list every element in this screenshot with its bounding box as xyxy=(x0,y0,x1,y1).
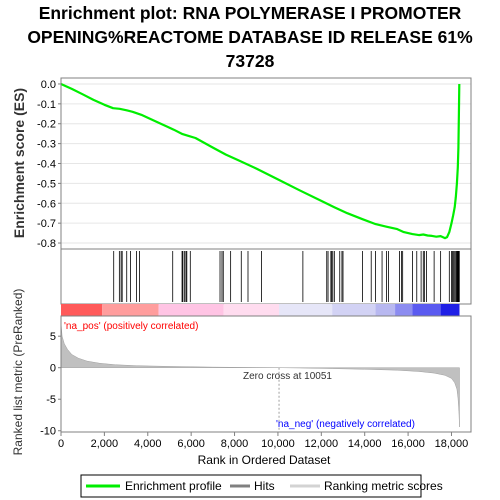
color-bar-segment xyxy=(223,304,280,316)
es-panel: 0.0 -0.1 -0.2 -0.3 -0.4 -0.5 -0.6 -0.7 -0.8 Enri… xyxy=(11,77,472,250)
legend-metric-label: Ranking metric scores xyxy=(324,479,443,493)
color-bar-segment xyxy=(440,304,460,316)
metric-plot-frame xyxy=(60,315,472,433)
es-y-tick-label: -0.4 xyxy=(37,159,56,171)
es-y-tick-label: -0.5 xyxy=(37,178,56,190)
es-gridlines xyxy=(61,83,471,244)
legend-enrichment-label: Enrichment profile xyxy=(125,479,222,493)
ranking-color-bar xyxy=(61,304,460,316)
x-axis-label: Rank in Ordered Dataset xyxy=(198,453,331,467)
es-y-tick-label: -0.8 xyxy=(37,238,56,250)
x-tick-label: 4,000 xyxy=(134,438,162,450)
enrichment-profile-line xyxy=(60,82,461,240)
metric-y-ticks: 5 0 -5 -10 xyxy=(40,331,61,438)
x-tick-label: 10,000 xyxy=(261,438,295,450)
es-y-ticks: 0.0 -0.1 -0.2 -0.3 -0.4 -0.5 -0.6 -0.7 -0.8 xyxy=(37,79,61,250)
es-y-tick-label: -0.3 xyxy=(37,139,56,151)
x-tick-label: 2,000 xyxy=(91,438,119,450)
legend-frame xyxy=(80,474,422,498)
color-bar-segment xyxy=(279,304,333,316)
color-bar-segment xyxy=(375,304,396,316)
legend: Enrichment profile Hits Ranking metric s… xyxy=(80,474,443,498)
x-tick-label: 0 xyxy=(58,438,64,450)
x-tick-label: 12,000 xyxy=(304,438,338,450)
hit-markers xyxy=(113,251,460,302)
color-bar-segment xyxy=(412,304,441,316)
metric-plot-background xyxy=(61,316,471,432)
x-axis-ticks: 0 2,000 4,000 6,000 8,000 10,000 12,000 14,000 1… xyxy=(58,432,468,450)
metric-y-tick-label: 5 xyxy=(50,331,56,343)
legend-hits-label: Hits xyxy=(254,479,275,493)
title-line-3: 73728 xyxy=(226,51,275,71)
metric-y-tick-label: 0 xyxy=(50,363,56,375)
metric-panel: 5 0 -5 -10 'na_pos' (positively correlated)… xyxy=(11,289,472,456)
metric-y-axis-label: Ranked list metric (PreRanked) xyxy=(11,289,25,456)
x-tick-label: 14,000 xyxy=(348,438,382,450)
color-bar-segment xyxy=(332,304,376,316)
x-tick-label: 8,000 xyxy=(221,438,249,450)
title-line-2: OPENING%REACTOME DATABASE ID RELEASE 61% xyxy=(27,27,473,47)
es-y-tick-label: -0.7 xyxy=(37,218,56,230)
es-y-axis-label: Enrichment score (ES) xyxy=(11,88,27,238)
es-y-tick-label: -0.2 xyxy=(37,119,56,131)
x-tick-label: 6,000 xyxy=(177,438,205,450)
pos-correlated-label: 'na_pos' (positively correlated) xyxy=(64,321,198,332)
metric-y-tick-label: -5 xyxy=(46,394,56,406)
es-y-tick-label: -0.1 xyxy=(37,99,56,111)
zero-cross-label: Zero cross at 10051 xyxy=(243,371,332,382)
es-y-tick-label: 0.0 xyxy=(41,79,56,91)
metric-y-tick-label: -10 xyxy=(40,426,56,438)
color-bar-segment xyxy=(61,304,103,316)
title-line-1: Enrichment plot: RNA POLYMERASE I PROMOT… xyxy=(39,3,462,23)
ranking-metric-area xyxy=(60,322,460,428)
x-tick-label: 16,000 xyxy=(391,438,425,450)
color-bar-segment xyxy=(158,304,224,316)
color-bar-segment xyxy=(395,304,413,316)
x-tick-label: 18,000 xyxy=(435,438,469,450)
hits-panel xyxy=(60,248,472,305)
color-bar-segment xyxy=(102,304,159,316)
neg-correlated-label: 'na_neg' (negatively correlated) xyxy=(276,419,415,430)
es-y-tick-label: -0.6 xyxy=(37,198,56,210)
